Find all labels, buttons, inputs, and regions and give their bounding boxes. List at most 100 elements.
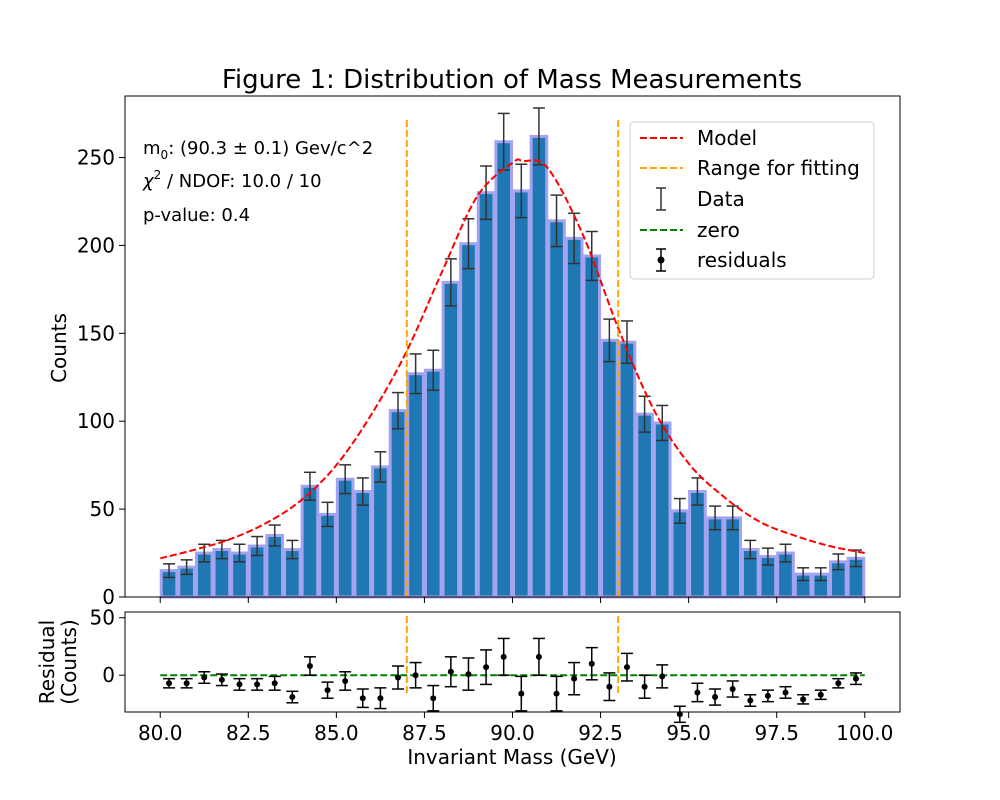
residual-point [392,665,405,690]
data-errorbar [215,539,228,560]
residual-point [480,649,493,686]
residual-y-label: Residual(Counts) [35,619,81,704]
residual-point [797,694,810,705]
data-errorbar [797,567,810,582]
x-tick-label: 95.0 [666,721,711,745]
residual-y-ticks: 0 50 [90,606,125,687]
data-errorbar [832,553,845,571]
histogram-bar [582,254,602,599]
residual-point [603,672,616,702]
x-tick-label: 97.5 [754,721,799,745]
residual-point [761,689,774,703]
residual-point [198,671,211,685]
residual-point [427,684,440,712]
residual-point [409,661,422,689]
residual-point [691,682,704,703]
data-errorbar [726,505,739,531]
x-axis-label: Invariant Mass (GeV) [407,745,616,769]
residual-y-tick-label: 0 [102,663,115,687]
x-tick-label: 100.0 [836,721,893,745]
histogram-bar [335,477,355,599]
residual-axes: 0 50 80.0 82.5 85.0 87.5 90.0 92.5 95.0 97.5 100.… [35,606,901,769]
histogram-bar [353,490,373,599]
residual-point [356,688,369,709]
residual-point [374,687,387,710]
data-errorbar [744,539,757,560]
data-errorbar [409,353,422,395]
data-errorbar [532,107,545,166]
residual-point [620,652,633,682]
histogram-bar [459,242,478,599]
histogram-bar [652,421,672,599]
residual-point [515,675,528,712]
histogram-bar [441,280,461,599]
x-tick-label: 82.5 [226,721,271,745]
residual-point [585,646,598,681]
residual-point [744,694,757,708]
residual-point [444,656,457,688]
residual-point [233,677,246,691]
x-tick-label: 92.5 [578,721,623,745]
histogram-bar [512,189,531,599]
residual-point [321,681,334,699]
main-y-tick-label: 200 [77,233,115,257]
histogram-bar [688,490,707,599]
data-errorbar [286,539,299,560]
data-errorbar [321,501,334,528]
data-errorbar [392,391,405,430]
histogram-bar [423,368,443,599]
data-errorbar [779,543,792,563]
histogram-bar [406,372,425,599]
data-errorbar [603,318,616,363]
legend-data-swatch [656,187,666,211]
data-errorbar [427,349,440,391]
histogram-bar [476,191,496,599]
histogram-bar [617,340,637,599]
data-errorbar [673,497,686,524]
data-errorbar [638,395,651,433]
histogram-bar [371,465,390,599]
legend-model-label: Model [697,126,757,150]
main-y-tick-label: 0 [102,585,115,609]
residual-point [550,675,563,712]
legend-data-label: Data [697,187,745,211]
legend-residuals-swatch [656,248,666,272]
data-errorbar [814,567,827,582]
legend: Model Range for fitting Data zero residu… [629,121,875,280]
data-errorbars [163,107,862,582]
x-tick-label: 87.5 [402,721,447,745]
x-tick-label: 85.0 [314,721,359,745]
data-errorbar [568,212,581,265]
data-errorbar [374,451,387,483]
main-y-ticks: 0 50 100 150 200 250 [77,146,866,609]
residual-point [814,689,827,701]
residual-point [303,656,316,676]
residual-point [656,664,669,689]
residual-point [286,690,299,704]
main-axes: 0 50 100 150 200 250 Counts m0: (90.3 ± 0.1) … [47,95,901,609]
histogram-bar [300,484,320,599]
data-errorbar [339,464,352,495]
figure-title: Figure 1: Distribution of Mass Measureme… [222,65,802,95]
residual-point [638,674,651,699]
data-errorbar [515,163,528,219]
histogram-bar [494,140,513,599]
residual-point [779,685,792,699]
legend-box [629,121,875,280]
residual-point [163,677,176,689]
histogram-bar [564,236,584,599]
main-y-tick-label: 100 [77,409,115,433]
data-errorbar [233,543,246,563]
residual-point [497,637,510,676]
data-errorbar [444,258,457,307]
pvalue-annotation: p-value: 0.4 [143,205,250,226]
residual-x-ticks: 80.0 82.5 85.0 87.5 90.0 92.5 95.0 97.5 100.0 [138,712,893,745]
m0-annotation: m0: (90.3 ± 0.1) Gev/c^2 [143,138,373,162]
residual-point [339,671,352,691]
data-errorbar [356,477,369,506]
histogram-bar [547,219,566,599]
residual-point [180,677,193,689]
data-errorbar [303,471,316,501]
residual-point [726,680,739,698]
